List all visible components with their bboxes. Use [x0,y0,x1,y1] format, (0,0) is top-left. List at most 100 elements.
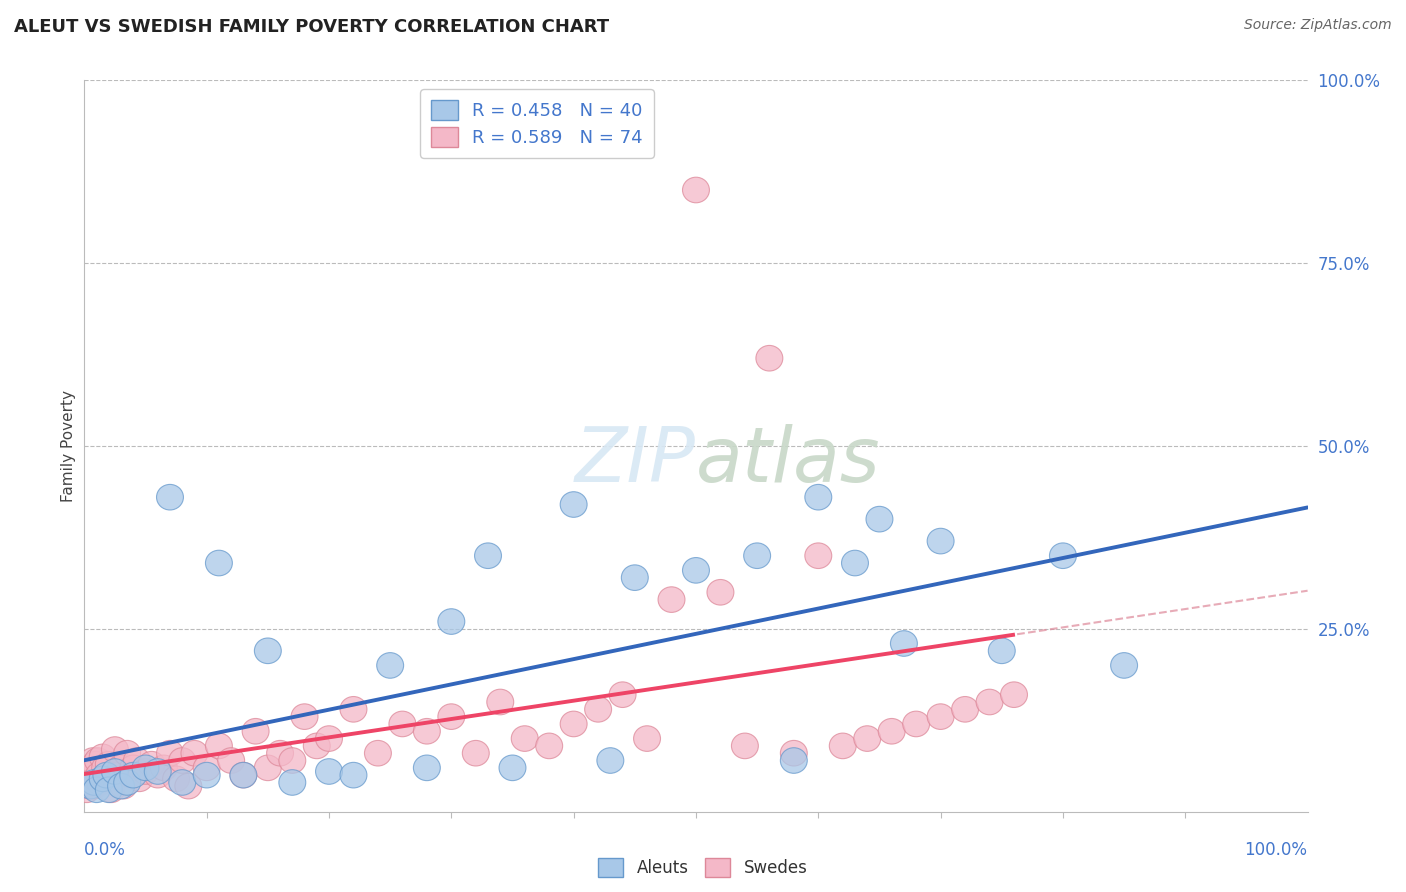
Ellipse shape [96,777,122,803]
Ellipse shape [98,777,125,803]
Ellipse shape [110,773,136,799]
Ellipse shape [707,580,734,605]
Ellipse shape [83,766,110,791]
Ellipse shape [231,763,257,788]
Ellipse shape [104,763,131,788]
Text: atlas: atlas [696,424,880,498]
Text: 100.0%: 100.0% [1244,841,1308,859]
Ellipse shape [621,565,648,591]
Ellipse shape [120,763,146,788]
Ellipse shape [389,711,416,737]
Ellipse shape [278,770,305,796]
Ellipse shape [278,747,305,773]
Ellipse shape [145,759,172,784]
Ellipse shape [512,726,538,751]
Ellipse shape [205,550,232,576]
Ellipse shape [218,747,245,773]
Ellipse shape [77,773,104,799]
Ellipse shape [114,740,141,766]
Ellipse shape [156,740,183,766]
Ellipse shape [87,770,114,796]
Ellipse shape [254,755,281,780]
Ellipse shape [976,690,1002,714]
Ellipse shape [84,747,111,773]
Y-axis label: Family Poverty: Family Poverty [60,390,76,502]
Ellipse shape [731,733,758,759]
Ellipse shape [120,755,146,780]
Text: ALEUT VS SWEDISH FAMILY POVERTY CORRELATION CHART: ALEUT VS SWEDISH FAMILY POVERTY CORRELAT… [14,18,609,36]
Ellipse shape [598,747,624,773]
Ellipse shape [242,718,269,744]
Ellipse shape [413,718,440,744]
Ellipse shape [156,484,183,510]
Legend: Aleuts, Swedes: Aleuts, Swedes [592,852,814,884]
Ellipse shape [1001,681,1028,707]
Ellipse shape [866,507,893,532]
Ellipse shape [315,759,343,784]
Ellipse shape [76,773,103,799]
Ellipse shape [89,744,117,770]
Ellipse shape [413,755,440,780]
Ellipse shape [927,528,955,554]
Ellipse shape [377,653,404,678]
Ellipse shape [780,740,807,766]
Ellipse shape [879,718,905,744]
Ellipse shape [77,755,104,780]
Ellipse shape [560,491,588,517]
Ellipse shape [536,733,562,759]
Ellipse shape [585,697,612,723]
Ellipse shape [86,763,112,788]
Ellipse shape [756,345,783,371]
Ellipse shape [101,737,128,763]
Ellipse shape [80,770,108,796]
Ellipse shape [80,747,107,773]
Ellipse shape [145,763,172,788]
Ellipse shape [93,763,120,788]
Ellipse shape [231,763,257,788]
Ellipse shape [127,766,153,791]
Ellipse shape [181,740,208,766]
Ellipse shape [340,697,367,723]
Ellipse shape [682,558,710,583]
Ellipse shape [682,178,710,202]
Ellipse shape [744,543,770,568]
Ellipse shape [609,681,636,707]
Ellipse shape [82,751,108,777]
Ellipse shape [91,755,118,780]
Ellipse shape [108,755,135,780]
Ellipse shape [1049,543,1077,568]
Ellipse shape [437,608,465,634]
Ellipse shape [804,543,832,568]
Ellipse shape [952,697,979,723]
Ellipse shape [890,631,917,657]
Ellipse shape [267,740,294,766]
Ellipse shape [780,747,807,773]
Ellipse shape [304,733,330,759]
Ellipse shape [842,550,869,576]
Ellipse shape [315,726,343,751]
Ellipse shape [169,747,195,773]
Ellipse shape [174,773,202,799]
Ellipse shape [1111,653,1137,678]
Ellipse shape [80,773,108,799]
Text: 0.0%: 0.0% [84,841,127,859]
Ellipse shape [364,740,391,766]
Ellipse shape [83,777,110,803]
Legend: R = 0.458   N = 40, R = 0.589   N = 74: R = 0.458 N = 40, R = 0.589 N = 74 [420,89,654,158]
Ellipse shape [658,587,685,613]
Ellipse shape [830,733,856,759]
Ellipse shape [75,763,101,788]
Ellipse shape [108,773,135,799]
Ellipse shape [927,704,955,730]
Ellipse shape [634,726,661,751]
Ellipse shape [804,484,832,510]
Ellipse shape [117,763,145,788]
Ellipse shape [291,704,318,730]
Ellipse shape [132,759,159,784]
Ellipse shape [169,770,195,796]
Ellipse shape [89,766,117,791]
Ellipse shape [193,755,221,780]
Ellipse shape [475,543,502,568]
Ellipse shape [340,763,367,788]
Ellipse shape [101,759,128,784]
